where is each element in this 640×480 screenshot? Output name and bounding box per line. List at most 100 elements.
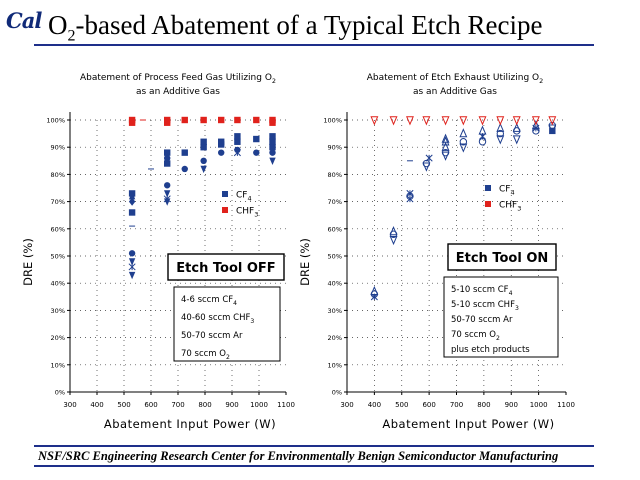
data-point — [422, 162, 431, 172]
y-tick-label: 10% — [51, 361, 65, 369]
data-point — [234, 138, 241, 145]
data-point — [269, 138, 276, 145]
x-tick-label: 1000 — [250, 401, 268, 409]
data-point — [181, 165, 188, 173]
y-tick-label: 100% — [46, 117, 65, 125]
x-tick-label: 600 — [144, 401, 157, 409]
page-title: O2-based Abatement of a Typical Etch Rec… — [48, 10, 543, 45]
data-point — [459, 128, 468, 138]
data-point — [441, 116, 450, 126]
legend-marker — [222, 207, 228, 213]
data-point — [459, 138, 468, 146]
y-tick-label: 50% — [328, 253, 342, 261]
data-point — [164, 198, 171, 206]
data-point — [269, 144, 276, 151]
data-point — [181, 149, 188, 156]
data-point — [128, 271, 136, 280]
x-tick-label: 400 — [90, 401, 103, 409]
data-point — [234, 116, 241, 124]
data-point — [389, 235, 398, 246]
data-point — [253, 135, 260, 143]
data-point — [181, 116, 188, 124]
data-point — [218, 116, 225, 124]
y-tick-label: 0% — [55, 389, 65, 397]
conditions-box — [443, 276, 559, 358]
data-point — [459, 143, 468, 153]
data-point — [496, 116, 505, 126]
data-point — [512, 116, 521, 126]
y-tick-label: 60% — [328, 225, 342, 233]
data-point — [512, 135, 521, 145]
chart-title: Abatement of Process Feed Gas Utilizing … — [80, 73, 276, 85]
condition-line: 50-70 sccm Ar — [181, 331, 243, 341]
data-point — [128, 190, 136, 197]
data-point — [531, 116, 540, 126]
data-point — [389, 116, 398, 126]
data-point — [549, 127, 556, 135]
y-tick-label: 20% — [328, 334, 342, 342]
data-point — [128, 197, 136, 206]
data-point — [496, 135, 505, 145]
data-point — [253, 149, 260, 156]
y-tick-label: 90% — [328, 144, 342, 152]
y-tick-label: 10% — [328, 361, 342, 369]
x-axis-label: Abatement Input Power (W) — [382, 417, 554, 431]
condition-line: 40-60 sccm CHF3 — [181, 313, 254, 325]
data-point — [164, 160, 171, 167]
footer-rule-top — [34, 445, 594, 447]
tool-label-box — [167, 253, 285, 281]
condition-line: 70 sccm O2 — [451, 330, 500, 342]
data-point — [406, 195, 414, 203]
data-point — [441, 141, 450, 151]
cal-logo: Cal — [6, 8, 42, 33]
legend-label: CF4 — [499, 185, 515, 197]
data-point — [496, 129, 504, 138]
legend-marker — [222, 191, 228, 197]
data-point — [496, 122, 505, 132]
x-tick-label: 1100 — [557, 401, 575, 409]
x-tick-label: 700 — [171, 401, 184, 409]
y-tick-label: 100% — [323, 117, 342, 125]
legend-marker — [485, 201, 491, 207]
data-point — [441, 133, 450, 143]
data-point — [164, 190, 171, 198]
data-point — [370, 116, 379, 126]
x-tick-label: 800 — [198, 401, 211, 409]
y-tick-label: 70% — [328, 198, 342, 206]
data-point — [531, 119, 540, 130]
x-tick-label: 600 — [422, 401, 435, 409]
y-tick-label: 90% — [51, 144, 65, 152]
x-tick-label: 300 — [63, 401, 76, 409]
x-tick-label: 500 — [395, 401, 408, 409]
chart-title: Abatement of Etch Exhaust Utilizing O2 — [367, 73, 543, 85]
footer-rule-bottom — [34, 465, 594, 467]
y-tick-label: 70% — [51, 198, 65, 206]
x-tick-label: 800 — [477, 401, 490, 409]
data-point — [218, 149, 225, 156]
y-tick-label: 80% — [328, 171, 342, 179]
x-tick-label: 400 — [368, 401, 381, 409]
data-point — [164, 182, 171, 189]
condition-line: 70 sccm O2 — [181, 349, 230, 361]
legend-label: CHF3 — [236, 207, 258, 219]
data-point — [234, 133, 241, 140]
y-axis-label: DRE (%) — [298, 238, 312, 286]
y-tick-label: 40% — [51, 280, 65, 288]
data-point — [253, 116, 260, 124]
tool-label: Etch Tool ON — [456, 251, 549, 266]
data-point — [128, 250, 136, 257]
data-point — [200, 144, 207, 151]
data-point — [406, 116, 414, 126]
conditions-box — [173, 286, 281, 362]
x-axis-label: Abatement Input Power (W) — [104, 417, 276, 431]
chart-2: Abatement of Etch Exhaust Utilizing O2 as… — [298, 73, 575, 431]
data-point — [425, 154, 433, 162]
data-point — [164, 119, 171, 126]
data-point — [406, 189, 414, 197]
data-point — [269, 149, 276, 156]
x-tick-label: 900 — [225, 401, 238, 409]
legend-marker — [485, 185, 491, 191]
x-tick-label: 300 — [340, 401, 353, 409]
data-point — [269, 119, 276, 126]
